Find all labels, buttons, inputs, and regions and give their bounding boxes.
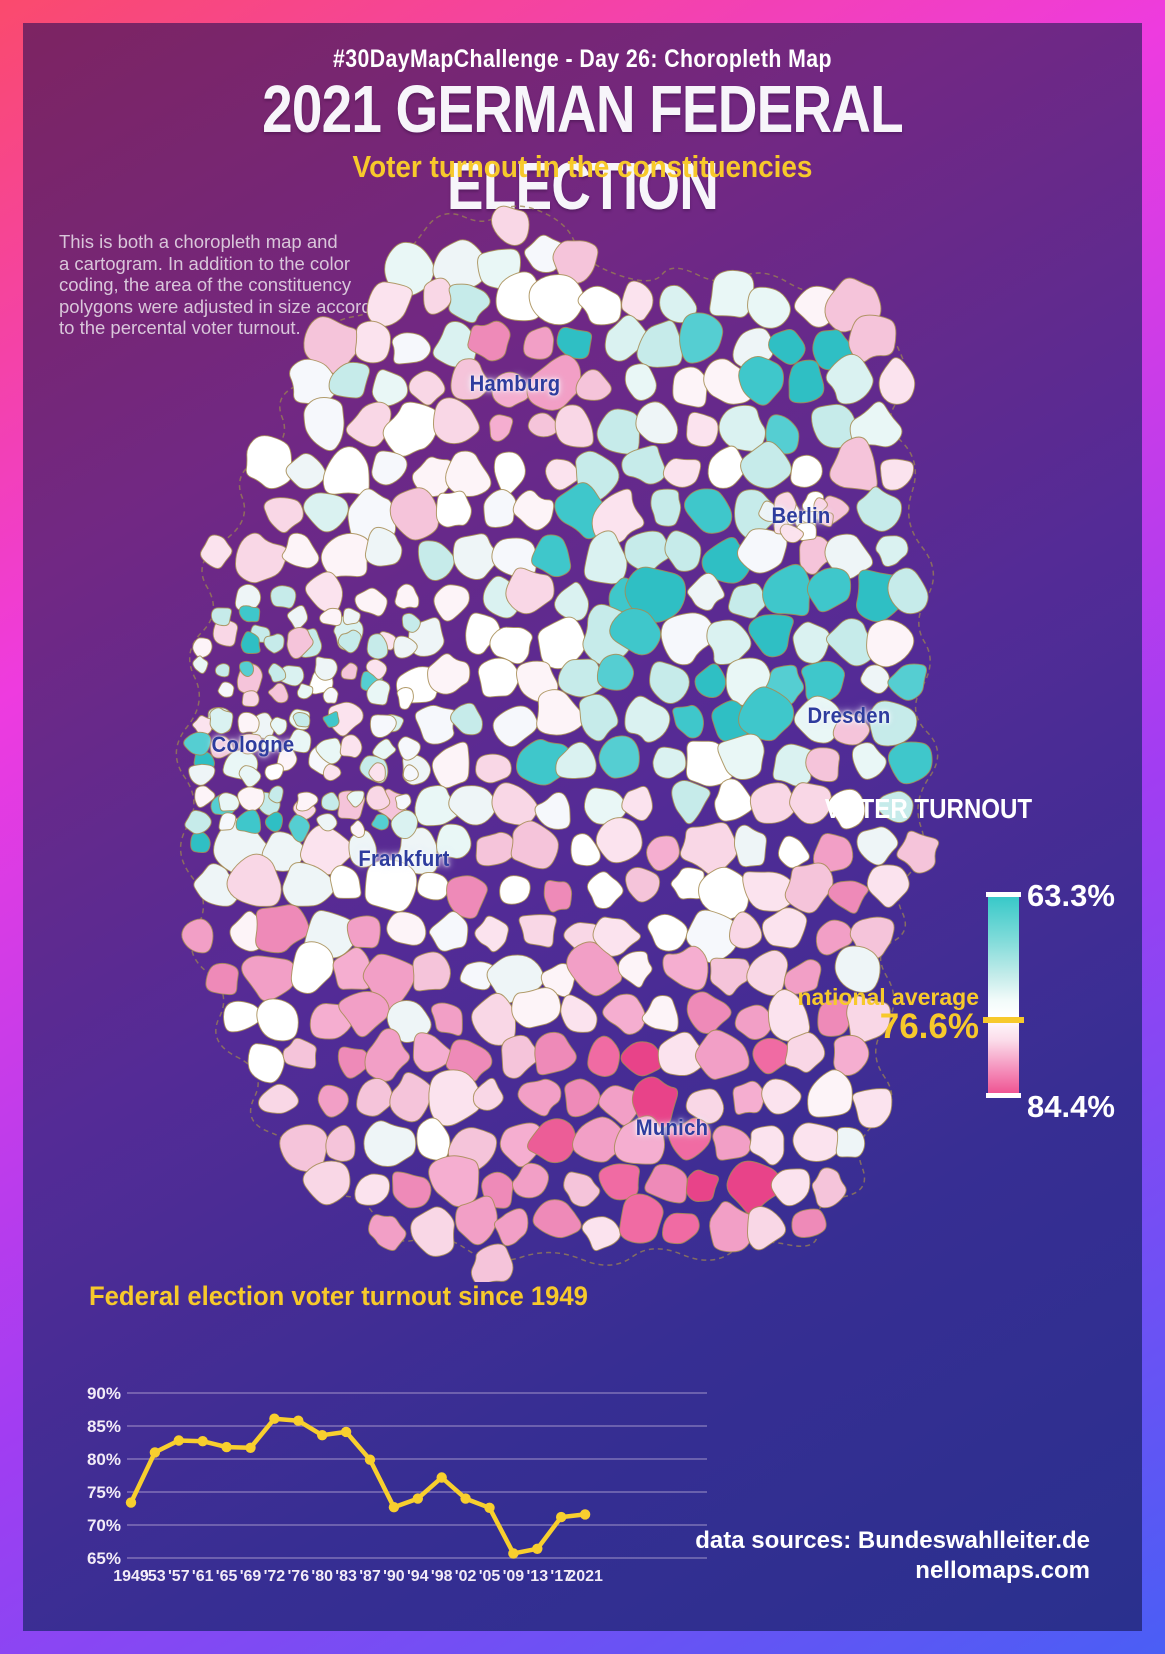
turnout-line-chart: 90% 85% 80% 75% 70% 65% 1949'53'57'61'65'69'72… xyxy=(85,1378,730,1603)
svg-text:'02: '02 xyxy=(455,1568,477,1585)
svg-text:'94: '94 xyxy=(407,1568,429,1585)
city-label-munich: Munich xyxy=(635,1115,709,1140)
city-label-hamburg: Hamburg xyxy=(469,371,561,396)
legend-average-caption: national average xyxy=(797,984,979,1010)
legend-tick-max xyxy=(986,1093,1021,1098)
svg-text:'76: '76 xyxy=(287,1568,309,1585)
svg-text:'09: '09 xyxy=(503,1568,525,1585)
svg-text:1949: 1949 xyxy=(113,1568,149,1585)
svg-text:'83: '83 xyxy=(335,1568,357,1585)
legend-title: VOTER TURNOUT xyxy=(824,793,1032,824)
chart-title: Federal election voter turnout since 194… xyxy=(89,1281,588,1311)
svg-text:'53: '53 xyxy=(144,1568,166,1585)
legend-tick-min xyxy=(986,892,1021,897)
challenge-text: #30DayMapChallenge - Day 26: Choropleth … xyxy=(333,45,832,73)
poster-background: #30DayMapChallenge - Day 26: Choropleth … xyxy=(23,23,1142,1631)
legend-min-value: 63.3% xyxy=(1027,878,1115,913)
svg-text:'98: '98 xyxy=(431,1568,453,1585)
svg-text:'69: '69 xyxy=(240,1568,262,1585)
svg-text:85%: 85% xyxy=(87,1417,121,1436)
legend-average-value: 76.6% xyxy=(879,1007,979,1046)
data-sources: data sources: Bundeswahlleiter.de nellom… xyxy=(695,1526,1090,1586)
page-subtitle: Voter turnout in the constituencies xyxy=(352,149,813,184)
germany-cartogram-map: Hamburg Berlin Dresden Cologne Frankfurt… xyxy=(112,192,957,1287)
svg-text:80%: 80% xyxy=(87,1450,121,1469)
legend-max-value: 84.4% xyxy=(1027,1089,1115,1124)
data-source-line: data sources: Bundeswahlleiter.de xyxy=(695,1527,1090,1554)
page-title: 2021 GERMAN FEDERAL ELECTION xyxy=(262,72,904,224)
legend-gradient-bar xyxy=(988,895,1019,1097)
svg-text:70%: 70% xyxy=(87,1516,121,1535)
turnout-chart-svg: 90% 85% 80% 75% 70% 65%1949'53'57'61'65'69'72… xyxy=(87,1384,707,1585)
svg-text:'72: '72 xyxy=(264,1568,286,1585)
city-label-frankfurt: Frankfurt xyxy=(358,846,450,871)
svg-text:90%: 90% xyxy=(87,1384,121,1403)
svg-text:'05: '05 xyxy=(479,1568,501,1585)
city-label-cologne: Cologne xyxy=(211,732,295,757)
challenge-line: #30DayMapChallenge - Day 26: Choropleth … xyxy=(23,45,1142,74)
svg-text:'90: '90 xyxy=(383,1568,405,1585)
svg-text:'57: '57 xyxy=(168,1568,190,1585)
svg-text:75%: 75% xyxy=(87,1483,121,1502)
svg-text:'17: '17 xyxy=(550,1568,572,1585)
svg-text:'65: '65 xyxy=(216,1568,238,1585)
svg-text:2021: 2021 xyxy=(567,1568,603,1585)
svg-text:'61: '61 xyxy=(192,1568,214,1585)
data-source-line: nellomaps.com xyxy=(915,1557,1090,1584)
svg-text:65%: 65% xyxy=(87,1549,121,1568)
city-label-dresden: Dresden xyxy=(807,703,891,728)
svg-text:'80: '80 xyxy=(311,1568,333,1585)
constituency-blobs xyxy=(175,205,940,1287)
svg-text:'87: '87 xyxy=(359,1568,381,1585)
legend-tick-average xyxy=(983,1017,1024,1023)
city-label-berlin: Berlin xyxy=(771,503,831,528)
map-explainer-text: This is both a choropleth map and a cart… xyxy=(59,231,397,338)
svg-text:'13: '13 xyxy=(526,1568,548,1585)
